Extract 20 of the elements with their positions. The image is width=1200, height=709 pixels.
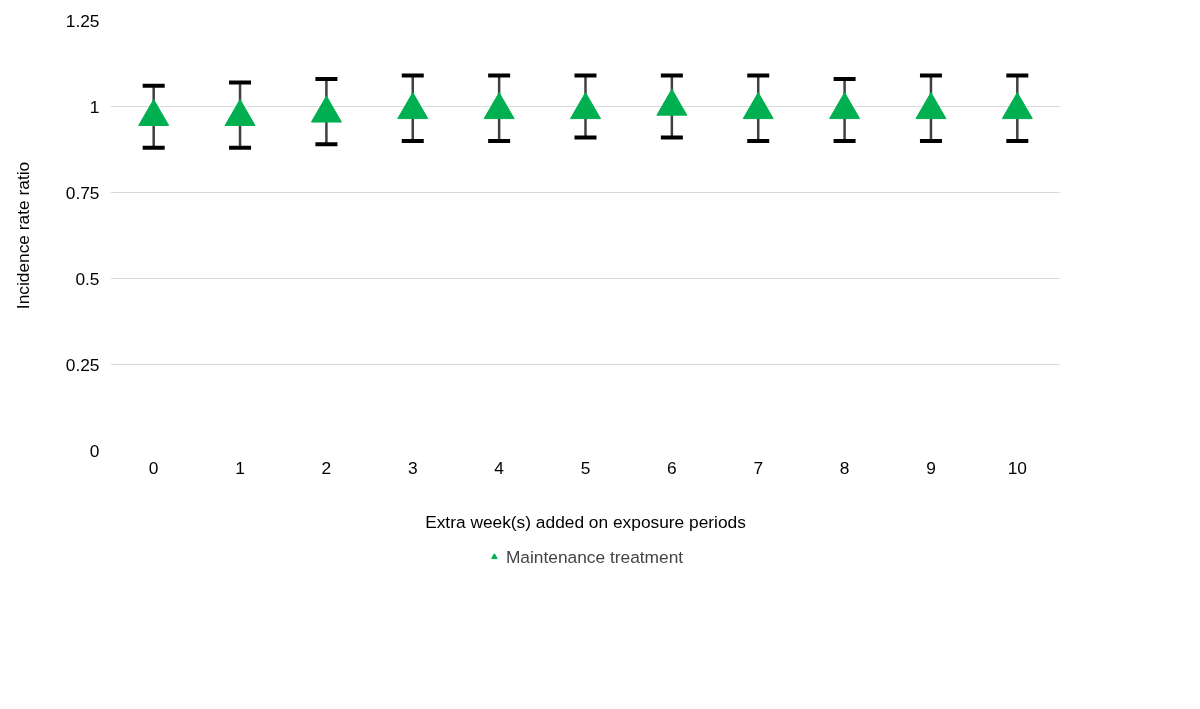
x-tick-label: 1 <box>235 457 245 478</box>
y-tick-label: 0.25 <box>65 354 100 375</box>
x-axis-title: Extra week(s) added on exposure periods <box>425 511 747 532</box>
y-tick-label: 0 <box>89 440 100 461</box>
x-tick-label: 10 <box>1007 457 1027 478</box>
x-tick-label: 7 <box>753 457 764 478</box>
y-tick-label: 0.5 <box>75 268 100 289</box>
y-axis-title: Incidence rate ratio <box>12 161 33 310</box>
legend-label: Maintenance treatment <box>505 546 684 567</box>
x-tick-label: 3 <box>407 457 418 478</box>
x-tick-label: 5 <box>580 457 591 478</box>
y-tick-label: 0.75 <box>65 182 100 203</box>
x-tick-label: 9 <box>926 457 936 478</box>
x-tick-label: 4 <box>494 457 505 478</box>
y-tick-label: 1.25 <box>65 10 100 31</box>
x-tick-label: 6 <box>667 457 677 478</box>
x-tick-label: 0 <box>148 457 159 478</box>
y-tick-label: 1 <box>89 96 100 117</box>
x-tick-label: 2 <box>321 457 332 478</box>
x-tick-label: 8 <box>839 457 850 478</box>
